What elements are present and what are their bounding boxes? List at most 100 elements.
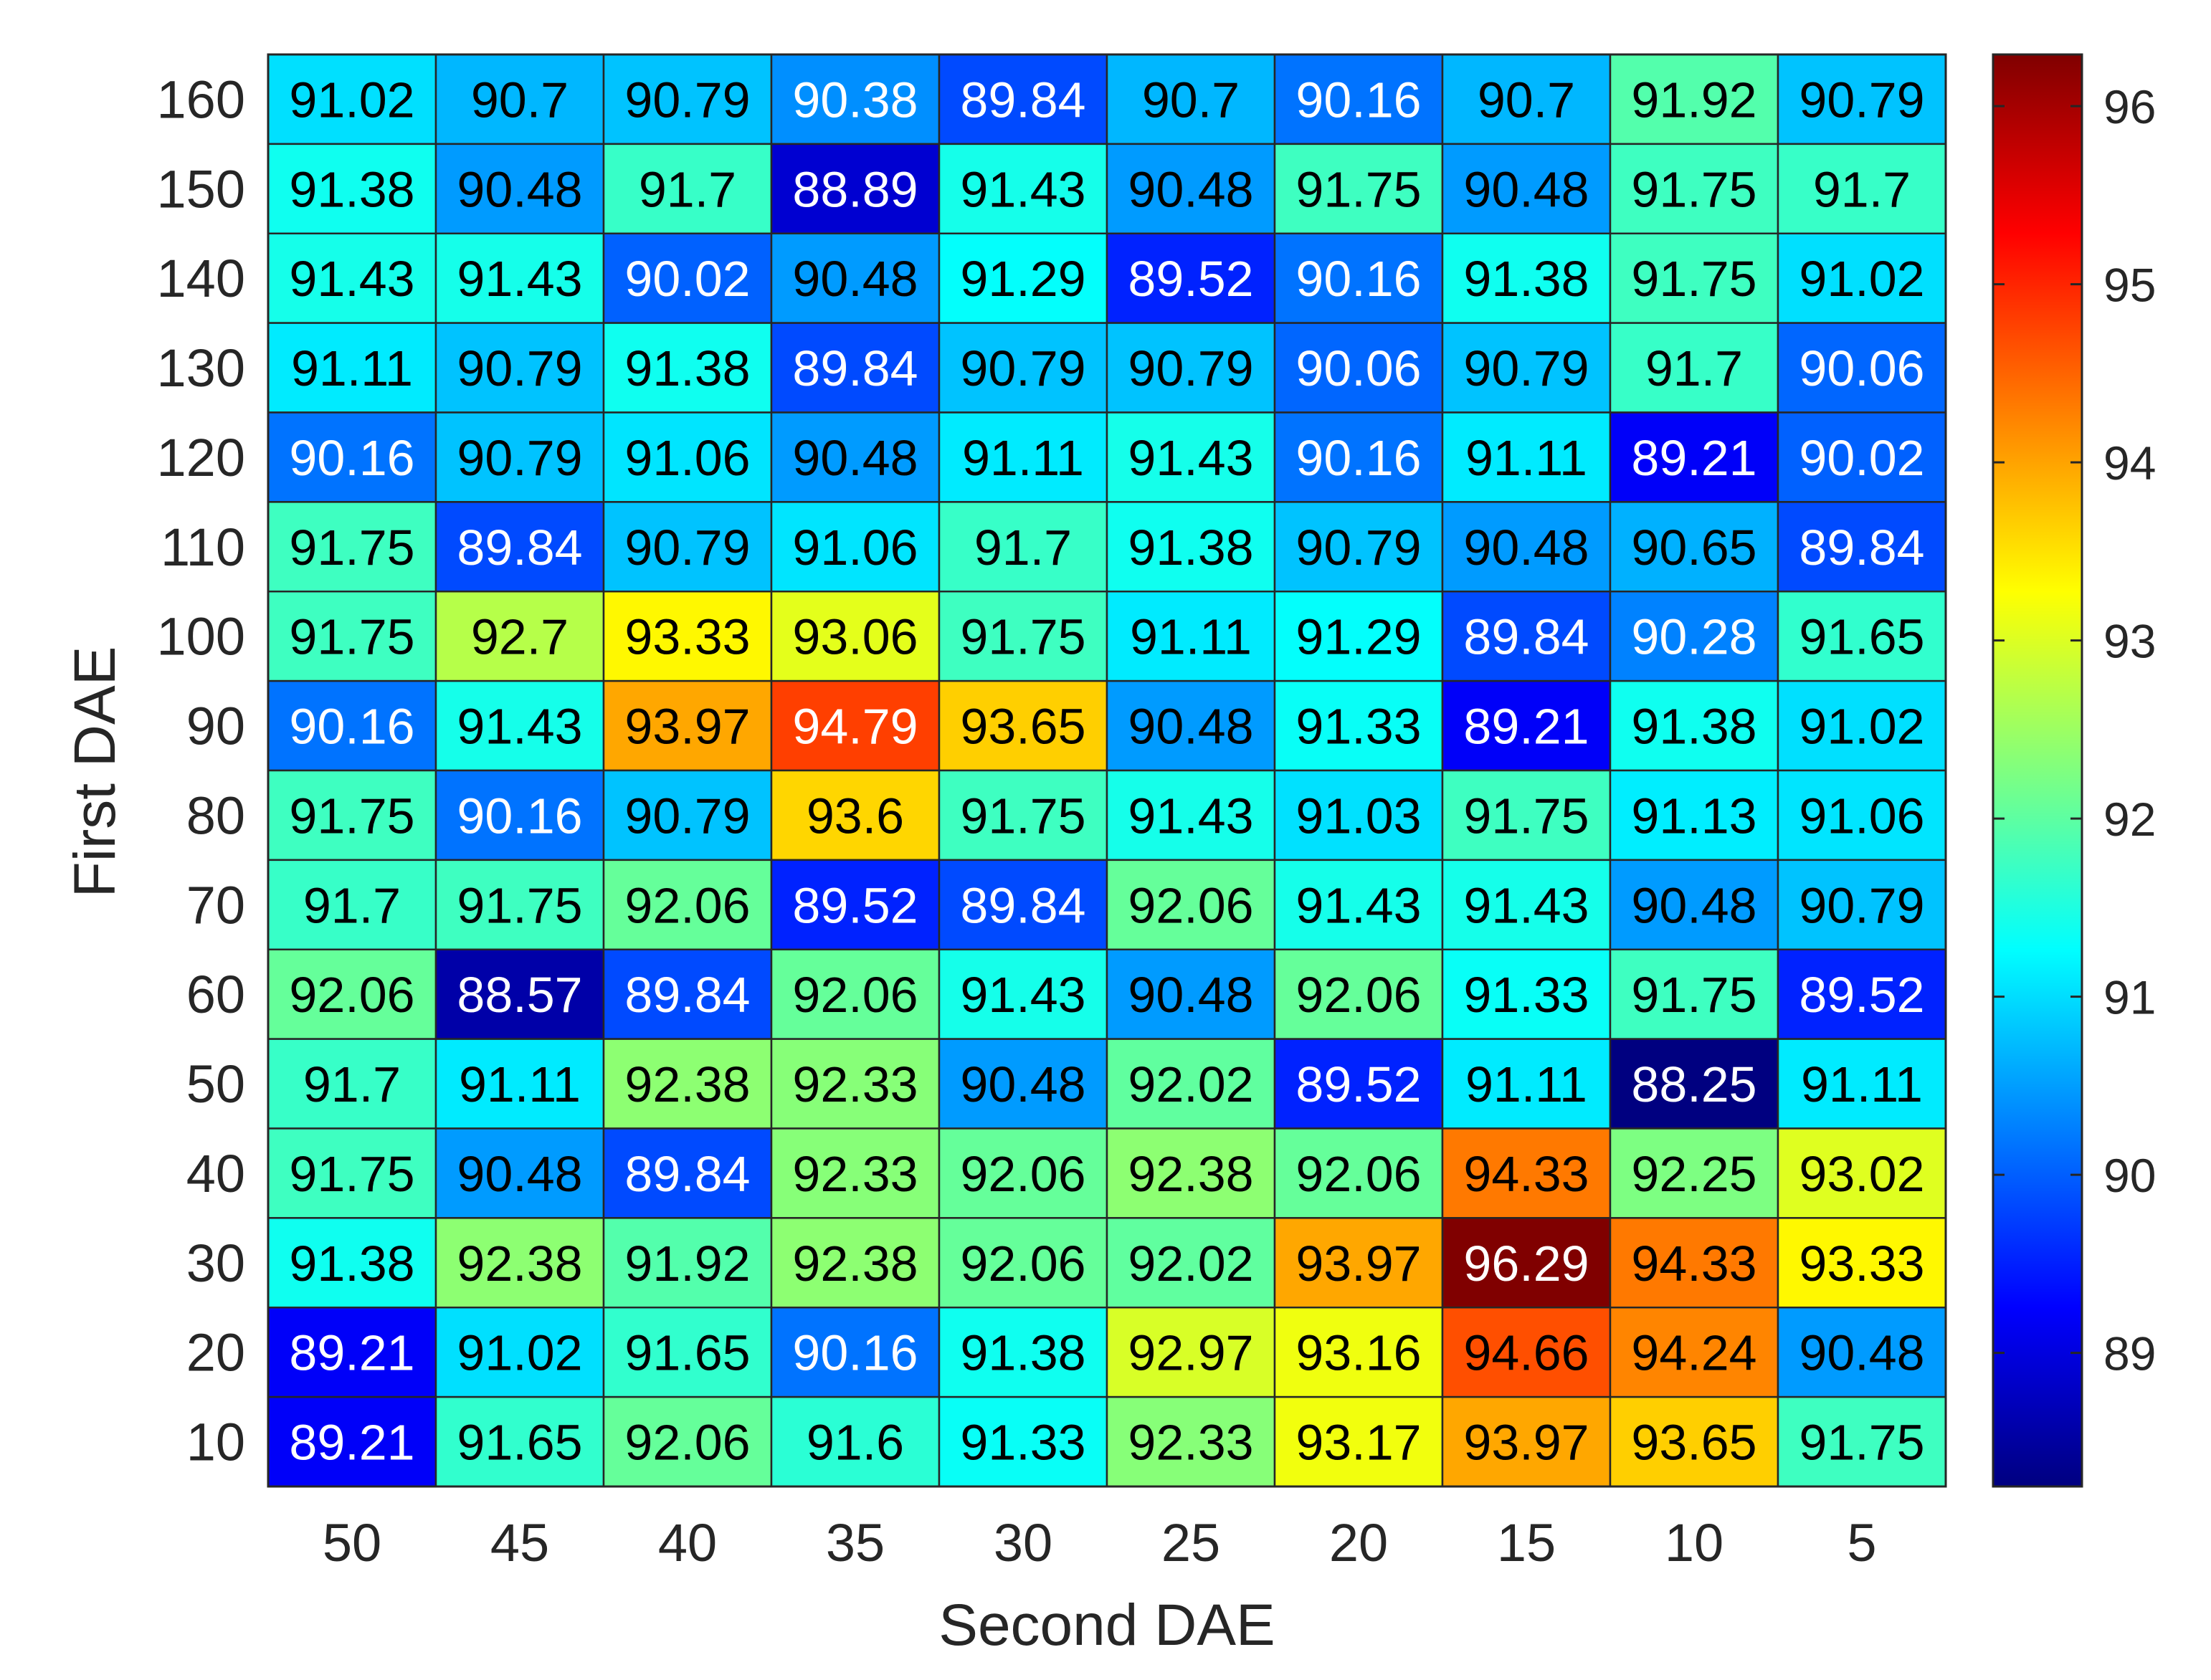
y-tick-label: 130 <box>157 338 245 398</box>
cell-value-label: 88.25 <box>1631 1056 1756 1112</box>
heatmap-cell <box>267 1217 437 1309</box>
colorbar-tick-label: 93 <box>2103 615 2156 668</box>
cell-value-label: 93.97 <box>1295 1236 1421 1292</box>
cell-value-label: 90.79 <box>1128 340 1253 396</box>
heatmap-cell <box>770 948 941 1040</box>
heatmap-cell <box>1609 679 1779 772</box>
cell-value-label: 90.48 <box>1128 699 1253 755</box>
x-axis-ticks: 50 45 40 35 30 25 20 15 10 5 <box>323 1513 1877 1572</box>
cell-value-label: 90.06 <box>1295 340 1421 396</box>
cell-value-label: 90.79 <box>624 788 750 844</box>
cell-value-label: 90.48 <box>457 1146 582 1202</box>
cell-value-label: 90.16 <box>289 699 414 755</box>
cell-value-label: 92.06 <box>792 967 918 1023</box>
heatmap-cell <box>267 1395 437 1488</box>
cell-value-label: 93.17 <box>1295 1415 1421 1471</box>
y-tick-label: 20 <box>186 1323 245 1383</box>
cell-value-label: 89.84 <box>1463 609 1589 665</box>
heatmap-cell <box>1441 411 1612 503</box>
cell-value-label: 89.21 <box>289 1415 414 1471</box>
x-tick-label: 45 <box>490 1513 549 1572</box>
x-tick-label: 15 <box>1497 1513 1556 1572</box>
heatmap-cell <box>267 501 437 593</box>
heatmap-cell <box>770 769 941 862</box>
heatmap-cell <box>1609 591 1779 682</box>
heatmap-cell <box>938 769 1108 862</box>
cell-value-label: 90.79 <box>624 520 750 576</box>
heatmap-cell <box>1609 501 1779 593</box>
heatmap-cell <box>602 232 773 324</box>
heatmap-cell <box>1441 143 1612 234</box>
y-tick-label: 40 <box>186 1144 245 1203</box>
cell-value-label: 90.16 <box>1295 72 1421 128</box>
cell-value-label: 91.43 <box>1463 877 1589 933</box>
heatmap-cell <box>434 1127 605 1219</box>
cell-value-label: 90.79 <box>1463 340 1589 396</box>
heatmap-cell <box>602 1038 773 1130</box>
cell-value-label: 91.43 <box>1128 788 1253 844</box>
cell-value-label: 90.28 <box>1631 609 1756 665</box>
heatmap-cell <box>434 411 605 503</box>
heatmap-cell <box>770 859 941 950</box>
heatmap-cell <box>770 679 941 772</box>
heatmap-cell <box>434 1217 605 1309</box>
heatmap-cell-labels: 91.02 90.7 90.79 90.38 89.84 90.7 90.16 90.7 91.… <box>289 72 1924 1470</box>
y-axis-ticks: 160 150 140 130 120 110 100 90 80 70 60 50 40 30 20 10 <box>157 70 245 1471</box>
heatmap-cell <box>938 679 1108 772</box>
cell-value-label: 92.06 <box>624 877 750 933</box>
y-tick-label: 50 <box>186 1054 245 1114</box>
cell-value-label: 90.48 <box>1128 967 1253 1023</box>
y-tick-label: 10 <box>186 1413 245 1472</box>
heatmap-cell <box>1273 143 1444 234</box>
heatmap-cell <box>1609 769 1779 862</box>
heatmap-cell <box>1106 679 1276 772</box>
cell-value-label: 89.84 <box>457 520 582 576</box>
heatmap-cell <box>1609 1217 1779 1309</box>
cell-value-label: 92.06 <box>960 1146 1085 1202</box>
heatmap-cell <box>1609 1038 1779 1130</box>
heatmap-cell <box>938 411 1108 503</box>
heatmap-cell <box>602 411 773 503</box>
x-axis-label: Second DAE <box>938 1593 1275 1658</box>
cell-value-label: 91.38 <box>289 161 414 217</box>
cell-value-label: 91.38 <box>1631 699 1756 755</box>
cell-value-label: 96.29 <box>1463 1236 1589 1292</box>
cell-value-label: 91.92 <box>1631 72 1756 128</box>
cell-value-label: 94.66 <box>1463 1325 1589 1381</box>
heatmap-cell <box>1777 948 1947 1040</box>
cell-value-label: 93.06 <box>792 609 918 665</box>
cell-value-label: 92.06 <box>1295 967 1421 1023</box>
cell-value-label: 91.7 <box>974 520 1072 576</box>
cell-value-label: 92.06 <box>1128 877 1253 933</box>
cell-value-label: 89.52 <box>1799 967 1924 1023</box>
cell-value-label: 91.29 <box>1295 609 1421 665</box>
cell-value-label: 92.38 <box>792 1236 918 1292</box>
heatmap-cell <box>1273 1395 1444 1488</box>
heatmap-cell <box>1441 53 1612 145</box>
cell-value-label: 89.84 <box>624 1146 750 1202</box>
cell-value-label: 92.7 <box>471 609 569 665</box>
cell-value-label: 91.92 <box>624 1236 750 1292</box>
x-tick-label: 30 <box>994 1513 1052 1572</box>
cell-value-label: 89.21 <box>289 1325 414 1381</box>
cell-value-label: 91.75 <box>1799 1415 1924 1471</box>
heatmap-cell <box>1273 1127 1444 1219</box>
y-tick-label: 150 <box>157 159 245 219</box>
cell-value-label: 89.52 <box>1295 1056 1421 1112</box>
cell-value-label: 91.38 <box>624 340 750 396</box>
heatmap-cell <box>1273 411 1444 503</box>
heatmap-cell <box>1441 859 1612 950</box>
cell-value-label: 91.7 <box>1813 161 1911 217</box>
heatmap-cell <box>1273 591 1444 682</box>
cell-value-label: 91.43 <box>1295 877 1421 933</box>
heatmap-cell <box>1609 143 1779 234</box>
heatmap-cell <box>1106 591 1276 682</box>
heatmap-cell <box>1106 501 1276 593</box>
y-tick-label: 110 <box>161 517 245 577</box>
heatmap-cell <box>1777 143 1947 234</box>
colorbar-tick-label: 91 <box>2103 971 2156 1024</box>
cell-value-label: 91.11 <box>1465 1056 1587 1112</box>
cell-value-label: 90.79 <box>1295 520 1421 576</box>
cell-value-label: 91.02 <box>1799 699 1924 755</box>
